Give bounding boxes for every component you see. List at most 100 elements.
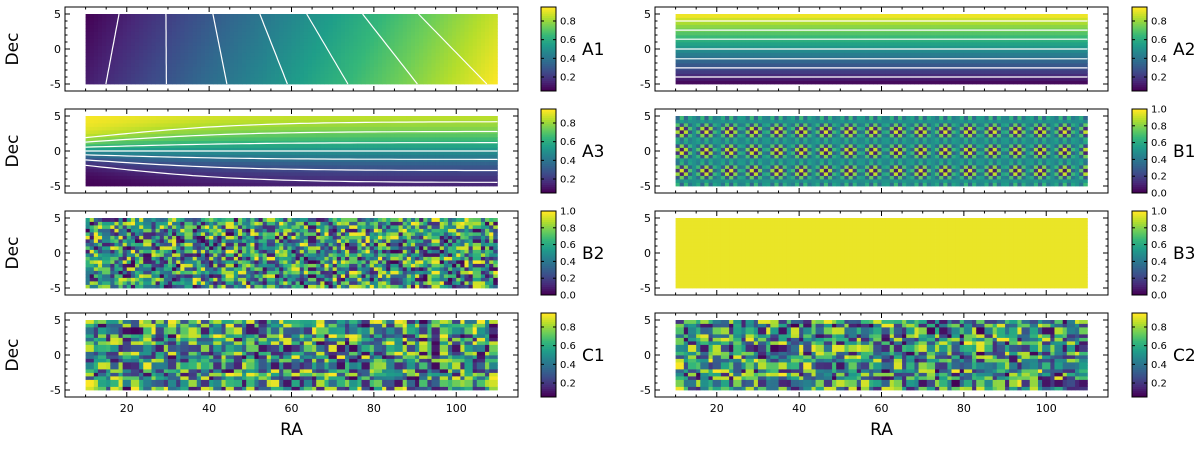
heat-cell bbox=[361, 35, 367, 39]
heat-cell bbox=[869, 49, 874, 53]
heat-cell bbox=[85, 70, 91, 74]
heat-cell bbox=[188, 172, 194, 176]
heat-cell bbox=[266, 31, 272, 36]
heat-cell bbox=[410, 73, 416, 78]
heat-cell bbox=[369, 70, 375, 74]
heat-cell bbox=[357, 38, 362, 43]
heat-cell bbox=[419, 63, 424, 67]
heat-cell bbox=[106, 80, 111, 85]
heat-cell bbox=[737, 77, 742, 81]
heat-cell bbox=[704, 14, 709, 18]
heat-cell bbox=[443, 31, 449, 36]
heat-cell bbox=[237, 49, 243, 53]
heat-cell bbox=[419, 38, 424, 43]
colorbar-step bbox=[541, 42, 556, 46]
heat-cell bbox=[889, 52, 895, 57]
heat-cell bbox=[262, 77, 268, 81]
heat-cell bbox=[254, 80, 259, 85]
heat-cell bbox=[221, 45, 227, 50]
heat-cell bbox=[196, 73, 202, 78]
heat-cell bbox=[782, 73, 788, 78]
heat-cell bbox=[114, 140, 119, 145]
heat-cell bbox=[757, 52, 763, 57]
heat-cell bbox=[316, 49, 321, 53]
heat-cell bbox=[1017, 35, 1022, 39]
heat-cell bbox=[431, 52, 437, 57]
heat-cell bbox=[778, 17, 784, 22]
heat-cell bbox=[328, 70, 334, 74]
heat-cell bbox=[485, 70, 490, 74]
heat-cell bbox=[369, 17, 375, 22]
heat-cell bbox=[242, 63, 247, 67]
heat-cell bbox=[741, 56, 746, 60]
heat-cell bbox=[485, 56, 490, 60]
heat-cell bbox=[93, 161, 99, 166]
heat-cell bbox=[135, 119, 140, 124]
heat-cell bbox=[147, 70, 152, 74]
heat-cell bbox=[176, 80, 181, 85]
heat-cell bbox=[151, 45, 156, 50]
heat-cell bbox=[480, 73, 486, 78]
heat-cell bbox=[856, 63, 862, 67]
heat-cell bbox=[435, 28, 441, 32]
heat-cell bbox=[1079, 38, 1084, 43]
heat-cell bbox=[1000, 80, 1006, 85]
heat-cell bbox=[126, 165, 132, 169]
heat-cell bbox=[922, 73, 928, 78]
heat-cell bbox=[926, 38, 932, 43]
heat-cell bbox=[1017, 77, 1022, 81]
heat-cell bbox=[184, 56, 189, 60]
heat-cell bbox=[906, 80, 911, 85]
heat-cell bbox=[951, 59, 957, 64]
heat-cell bbox=[951, 35, 957, 39]
heat-cell bbox=[102, 17, 107, 22]
heat-cell bbox=[114, 130, 119, 134]
heat-cell bbox=[795, 38, 800, 43]
heat-cell bbox=[114, 126, 119, 131]
heat-cell bbox=[435, 24, 441, 29]
heat-cell bbox=[196, 144, 202, 148]
heat-cell bbox=[712, 77, 718, 81]
heat-cell bbox=[840, 59, 845, 64]
heat-cell bbox=[778, 56, 784, 60]
heat-cell bbox=[737, 14, 742, 18]
heat-cell bbox=[799, 80, 804, 85]
heat-cell bbox=[1042, 80, 1047, 85]
colorbar-step bbox=[541, 9, 556, 12]
heat-cell bbox=[1083, 24, 1088, 29]
heat-cell bbox=[914, 52, 919, 57]
heat-cell bbox=[332, 17, 338, 22]
heat-cell bbox=[885, 70, 891, 74]
heat-cell bbox=[1046, 14, 1051, 18]
heat-cell bbox=[902, 38, 907, 43]
heat-cell bbox=[456, 35, 461, 39]
heat-cell bbox=[897, 59, 903, 64]
heat-cell bbox=[275, 80, 280, 85]
heat-cell bbox=[85, 66, 91, 71]
heat-cell bbox=[122, 56, 128, 60]
heat-cell bbox=[943, 21, 948, 25]
heat-cell bbox=[205, 116, 210, 120]
heat-cell bbox=[143, 52, 148, 57]
heat-cell bbox=[229, 133, 235, 138]
heat-cell bbox=[1054, 24, 1059, 29]
heat-cell bbox=[1009, 21, 1014, 25]
heat-cell bbox=[943, 17, 948, 22]
heat-cell bbox=[176, 14, 181, 18]
heat-cell bbox=[361, 80, 367, 85]
heat-cell bbox=[1005, 49, 1010, 53]
heat-cell bbox=[221, 130, 227, 134]
heat-cell bbox=[415, 73, 420, 78]
heat-cell bbox=[365, 42, 371, 46]
heat-cell bbox=[1079, 21, 1084, 25]
heat-cell bbox=[452, 14, 457, 18]
heat-cell bbox=[1005, 35, 1010, 39]
heat-cell bbox=[213, 49, 218, 53]
heat-cell bbox=[1058, 49, 1064, 53]
heat-cell bbox=[291, 52, 297, 57]
heat-cell bbox=[447, 31, 453, 36]
heat-cell bbox=[233, 158, 239, 162]
heat-cell bbox=[856, 80, 862, 85]
heat-cell bbox=[163, 119, 169, 124]
heat-cell bbox=[89, 35, 95, 39]
